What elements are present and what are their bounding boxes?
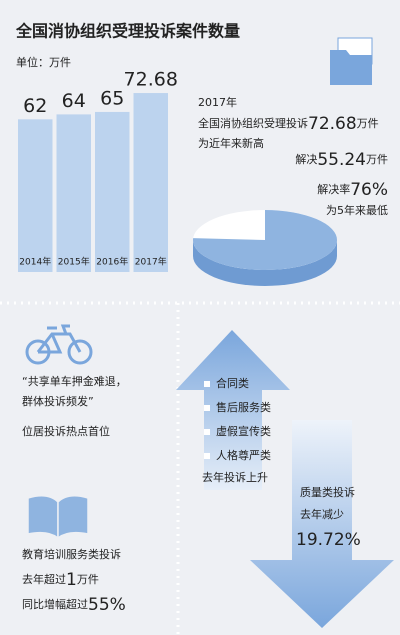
resolved: 解决55.24万件 xyxy=(295,150,388,170)
edu-line: 同比增幅超过55% xyxy=(22,595,126,615)
unit-label: 单位：万件 xyxy=(16,55,71,69)
bike-icon xyxy=(25,324,93,365)
folder-icon xyxy=(330,37,373,85)
edu-label: 教育培训服务类投诉 xyxy=(22,547,121,561)
rate-note: 为5年来最低 xyxy=(326,203,388,217)
rising-item: 合同类 xyxy=(216,376,249,390)
value-label: 64 xyxy=(62,90,86,112)
bike-text: 群体投诉频发” xyxy=(22,394,94,408)
quality-value: 19.72% xyxy=(296,530,361,550)
book-icon xyxy=(27,495,89,540)
bar xyxy=(95,111,130,272)
bike-text: 位居投诉热点首位 xyxy=(22,424,110,438)
value-label: 65 xyxy=(100,87,124,109)
bar xyxy=(18,119,53,272)
down-arrow xyxy=(250,420,394,628)
rising-caption: 去年投诉上升 xyxy=(202,470,268,484)
title: 全国消协组织受理投诉案件数量 xyxy=(15,22,240,41)
edu-line: 去年超过1万件 xyxy=(22,570,99,590)
summary-year: 2017年 xyxy=(198,95,237,109)
summary-note: 为近年来新高 xyxy=(198,136,264,150)
quality-label: 质量类投诉 xyxy=(300,485,355,499)
bullet xyxy=(204,453,210,459)
value-label: 72.68 xyxy=(124,69,178,91)
x-tick-label: 2016年 xyxy=(96,256,128,268)
x-tick-label: 2017年 xyxy=(135,256,167,268)
bar xyxy=(56,114,91,273)
x-tick-label: 2015年 xyxy=(58,256,90,268)
x-tick-label: 2014年 xyxy=(19,256,51,268)
bike-text: “共享单车押金难退， xyxy=(22,374,127,388)
rising-item: 人格尊严类 xyxy=(216,448,271,462)
bullet xyxy=(204,405,210,411)
rising-item: 售后服务类 xyxy=(216,400,271,414)
rising-item: 虚假宣传类 xyxy=(216,424,271,438)
bar xyxy=(133,93,168,272)
bullet xyxy=(204,381,210,387)
up-arrow xyxy=(176,330,290,490)
value-label: 62 xyxy=(23,95,47,117)
bullet xyxy=(204,429,210,435)
pie-slice xyxy=(192,210,337,271)
summary-received: 全国消协组织受理投诉72.68万件 xyxy=(198,114,379,134)
rate: 解决率76% xyxy=(317,180,388,200)
quality-change: 去年减少 xyxy=(300,507,344,521)
